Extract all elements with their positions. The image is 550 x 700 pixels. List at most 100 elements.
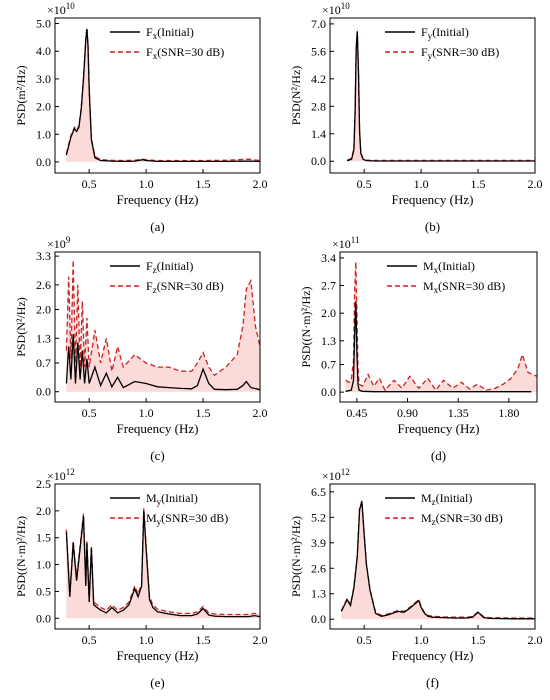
panel-label: (f) — [426, 675, 439, 690]
axis-multiplier: ×1012 — [47, 467, 75, 483]
x-axis-label: Frequency (Hz) — [392, 648, 474, 663]
axis-multiplier: ×1010 — [322, 1, 350, 17]
series-line-initial — [340, 501, 535, 620]
x-axis-label: Frequency (Hz) — [117, 421, 199, 436]
y-tick-label: 5.6 — [311, 44, 326, 58]
legend-label-snr: Mx(SNR=30 dB) — [423, 279, 505, 295]
panel-label: (d) — [431, 448, 446, 463]
x-tick-label: 2.0 — [253, 177, 268, 191]
legend-label-initial: Fy(Initial) — [421, 25, 469, 41]
panel-f: 0.5 1.0 1.5 2.0 0.0 1.3 2.6 3.9 5.2 6.5 ×1012 Frequ… — [289, 467, 543, 690]
x-tick-label: 1.0 — [139, 177, 154, 191]
legend-label-initial: My(Initial) — [146, 491, 198, 507]
y-tick-label: 3.0 — [36, 72, 51, 86]
x-axis-label: Frequency (Hz) — [392, 192, 474, 207]
y-tick-label: 4.2 — [311, 72, 326, 86]
legend-label-snr: Fz(SNR=30 dB) — [146, 279, 224, 295]
x-tick-label: 0.45 — [346, 406, 367, 420]
x-tick-label: 0.5 — [82, 406, 97, 420]
series-area-snr — [341, 500, 535, 620]
x-tick-label: 0.5 — [357, 633, 372, 647]
x-tick-label: 1.5 — [196, 406, 211, 420]
legend-label-snr: Fx(SNR=30 dB) — [146, 45, 224, 61]
x-tick-label: 2.0 — [253, 633, 268, 647]
y-tick-label: 0.0 — [321, 385, 336, 399]
y-axis-label: PSD(N²/Hz) — [14, 297, 28, 357]
y-axis-label: PSD(N²/Hz) — [289, 66, 303, 126]
axes-frame — [54, 251, 261, 403]
panel-label: (e) — [150, 675, 164, 690]
y-tick-label: 2.0 — [36, 303, 51, 317]
axes-frame — [54, 483, 261, 630]
y-tick-label: 0.0 — [311, 154, 326, 168]
y-axis-label: PSD((N·m)²/Hz) — [14, 516, 28, 597]
y-tick-label: 0.7 — [36, 356, 51, 370]
x-tick-label: 0.5 — [82, 177, 97, 191]
series-line-initial — [345, 301, 532, 393]
series-line-initial — [65, 510, 260, 618]
panel-a: 0.5 1.0 1.5 2.0 0.0 1.0 2.0 3.0 4.0 5.0×1010 Frequ… — [14, 1, 268, 234]
y-tick-label: 0.0 — [36, 385, 51, 399]
x-tick-label: 1.80 — [498, 406, 519, 420]
y-tick-label: 2.8 — [311, 99, 326, 113]
series-line-snr — [345, 261, 537, 392]
x-tick-label: 1.5 — [471, 633, 486, 647]
panel-e: 0.5 1.0 1.5 2.0 0.0 0.5 1.0 1.5 2.0 2.5×1012 Frequ… — [14, 467, 268, 690]
axes-frame — [329, 17, 536, 174]
y-axis-label: PSD((N·m)²/Hz) — [289, 516, 303, 597]
panel-label: (a) — [150, 219, 164, 234]
x-tick-label: 1.0 — [414, 633, 429, 647]
axes-frame — [329, 483, 536, 630]
x-tick-label: 1.35 — [448, 406, 469, 420]
y-tick-label: 2.6 — [36, 278, 51, 292]
y-tick-label: 0.7 — [321, 358, 336, 372]
axis-multiplier: ×109 — [47, 235, 71, 251]
y-tick-label: 2.0 — [36, 100, 51, 114]
y-tick-label: 6.5 — [311, 485, 326, 499]
x-tick-label: 2.0 — [528, 177, 543, 191]
y-axis-label: PSD((N·m)²/Hz) — [299, 287, 313, 368]
x-tick-label: 1.0 — [139, 633, 154, 647]
panel-d: 0.45 0.90 1.35 1.80 0.0 0.7 1.3 2.0 2.7 3.4×1011 F… — [299, 235, 538, 463]
legend-label-snr: Fy(SNR=30 dB) — [421, 45, 499, 61]
x-axis-label: Frequency (Hz) — [117, 648, 199, 663]
x-tick-label: 2.0 — [253, 406, 268, 420]
y-tick-label: 5.2 — [311, 510, 326, 524]
x-tick-label: 1.5 — [196, 633, 211, 647]
axis-multiplier: ×1011 — [332, 235, 359, 251]
y-tick-label: 1.3 — [36, 331, 51, 345]
y-tick-label: 4.0 — [36, 44, 51, 58]
x-tick-label: 1.5 — [471, 177, 486, 191]
x-tick-label: 0.5 — [82, 633, 97, 647]
y-tick-label: 1.0 — [36, 127, 51, 141]
panel-c: 0.5 1.0 1.5 2.0 0.0 0.7 1.3 2.0 2.6 3.3×109 Freque… — [14, 235, 268, 463]
x-tick-label: 0.90 — [397, 406, 418, 420]
x-tick-label: 1.5 — [196, 177, 211, 191]
axis-multiplier: ×1012 — [322, 467, 350, 483]
y-tick-label: 0.0 — [36, 155, 51, 169]
series-area-snr — [66, 508, 260, 619]
legend-label-initial: Mx(Initial) — [423, 259, 475, 275]
y-tick-label: 5.0 — [36, 17, 51, 31]
y-tick-label: 7.0 — [311, 17, 326, 31]
series-line-initial — [65, 29, 260, 163]
legend-label-initial: Mz(Initial) — [421, 491, 472, 507]
legend-label-snr: Mz(SNR=30 dB) — [421, 511, 503, 527]
y-tick-label: 1.3 — [321, 334, 336, 348]
y-axis-label: PSD(m²/Hz) — [14, 65, 28, 125]
y-tick-label: 0.0 — [36, 611, 51, 625]
y-tick-label: 3.4 — [321, 251, 336, 265]
y-tick-label: 2.6 — [311, 561, 326, 575]
legend-label-initial: Fz(Initial) — [146, 259, 193, 275]
x-axis-label: Frequency (Hz) — [117, 192, 199, 207]
y-tick-label: 1.0 — [36, 558, 51, 572]
y-tick-label: 2.7 — [321, 279, 336, 293]
x-tick-label: 1.0 — [414, 177, 429, 191]
axes-frame — [54, 17, 261, 174]
y-tick-label: 2.5 — [36, 477, 51, 491]
panel-label: (c) — [150, 448, 164, 463]
y-tick-label: 0.5 — [36, 584, 51, 598]
series-line-snr — [340, 500, 535, 619]
series-line-initial — [65, 334, 260, 391]
